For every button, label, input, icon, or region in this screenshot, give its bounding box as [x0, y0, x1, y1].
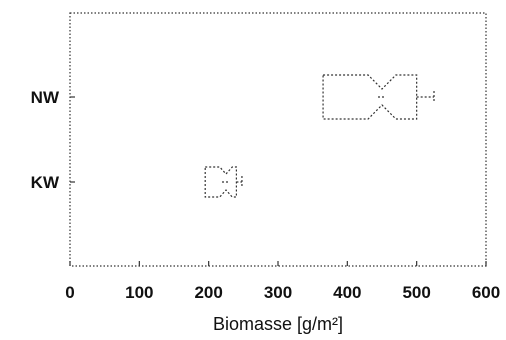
notched-box — [322, 74, 418, 120]
x-tick-label: 0 — [65, 283, 74, 302]
box-nw — [322, 74, 435, 120]
x-tick-label: 100 — [125, 283, 153, 302]
y-axis-category-labels: NW KW — [31, 88, 75, 192]
plot-frame — [69, 12, 487, 267]
box-kw — [204, 166, 243, 198]
x-tick-label: 400 — [333, 283, 361, 302]
x-tick-label: 600 — [472, 283, 500, 302]
x-tick-label: 300 — [264, 283, 292, 302]
y-category-label: NW — [31, 88, 60, 107]
x-tick-label: 200 — [194, 283, 222, 302]
x-axis-label: Biomasse [g/m²] — [213, 314, 343, 334]
notched-box — [204, 166, 237, 198]
x-axis-ticks: 0 100 200 300 400 500 600 — [65, 261, 500, 302]
x-tick-label: 500 — [402, 283, 430, 302]
box-series — [204, 74, 435, 198]
y-category-label: KW — [31, 173, 60, 192]
